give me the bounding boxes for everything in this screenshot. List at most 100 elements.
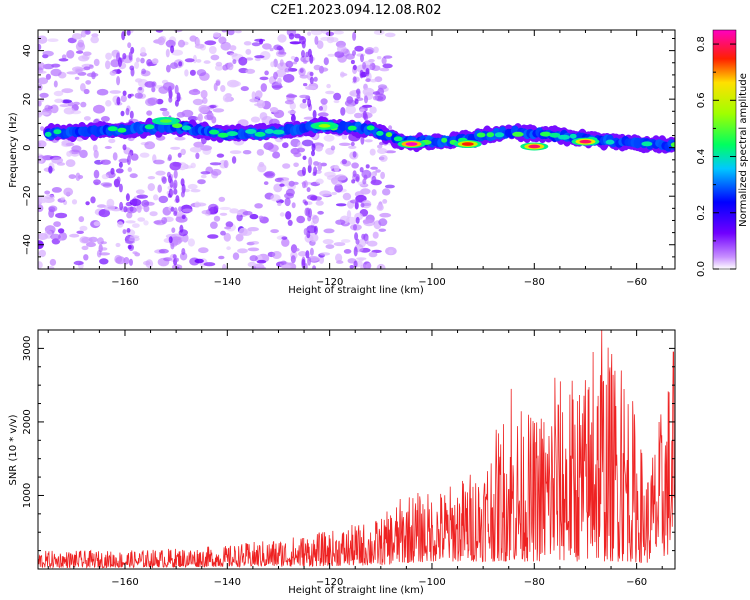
heatmap-noise-blob — [355, 176, 360, 182]
colorbar-tick-label: 0.2 — [696, 205, 707, 221]
heatmap-noise-blob — [189, 146, 202, 153]
heatmap-noise-blob — [47, 266, 55, 269]
heatmap-noise-blob — [83, 254, 89, 261]
snr-x-axis-label: Height of straight line (km) — [288, 585, 424, 596]
heatmap-noise-blob — [308, 156, 313, 167]
heatmap-noise-blob — [260, 83, 267, 92]
heatmap-noise-blob — [238, 227, 248, 236]
heatmap-noise-blob — [161, 217, 168, 224]
heatmap-noise-blob — [177, 39, 186, 48]
heatmap-noise-blob — [377, 144, 383, 149]
heatmap-noise-blob — [143, 220, 149, 226]
heatmap-noise-blob — [245, 48, 252, 55]
heatmap-noise-blob — [129, 206, 134, 212]
heatmap-noise-blob — [158, 195, 169, 204]
heatmap-noise-blob — [362, 178, 367, 185]
heatmap-noise-blob — [136, 194, 149, 199]
heatmap-noise-blob — [379, 154, 388, 162]
heatmap-noise-blob — [234, 30, 242, 34]
heatmap-noise-blob — [359, 258, 364, 262]
heatmap-noise-blob — [250, 241, 260, 245]
heatmap-noise-blob — [180, 190, 185, 198]
heatmap-noise-blob — [134, 252, 141, 257]
heatmap-noise-blob — [100, 182, 113, 187]
heatmap-noise-blob — [55, 212, 68, 219]
heatmap-noise-blob — [155, 30, 164, 33]
heatmap-noise-blob — [301, 139, 314, 147]
heatmap-noise-blob — [45, 194, 55, 200]
heatmap-noise-blob — [39, 92, 49, 98]
heatmap-noise-blob — [60, 196, 66, 201]
y-tick-label: 40 — [22, 44, 33, 57]
heatmap-noise-blob — [180, 149, 185, 155]
heatmap-noise-blob — [269, 107, 279, 113]
heatmap-noise-blob — [132, 223, 140, 229]
heatmap-noise-blob — [237, 248, 248, 254]
heatmap-peak — [405, 142, 418, 146]
heatmap-noise-blob — [264, 70, 269, 76]
heatmap-noise-blob — [168, 96, 173, 103]
heatmap-noise-blob — [277, 202, 282, 207]
heatmap-noise-blob — [176, 92, 181, 102]
heatmap-noise-blob — [227, 30, 235, 36]
heatmap-noise-blob — [275, 69, 287, 78]
heatmap-ridge-cell — [393, 136, 403, 142]
heatmap-noise-blob — [81, 236, 93, 244]
heatmap-noise-blob — [306, 187, 311, 193]
heatmap-noise-blob — [320, 36, 331, 41]
heatmap-noise-blob — [198, 247, 209, 254]
heatmap-noise-blob — [327, 53, 336, 57]
heatmap-noise-blob — [90, 196, 96, 204]
heatmap-noise-blob — [220, 230, 226, 236]
heatmap-ridge-cell — [53, 129, 62, 135]
heatmap-noise-blob — [259, 38, 264, 45]
heatmap-noise-blob — [354, 98, 359, 105]
heatmap-noise-blob — [129, 198, 142, 206]
x-tick-label: −60 — [626, 577, 647, 588]
heatmap-noise-blob — [159, 107, 168, 112]
heatmap-noise-blob — [259, 76, 269, 81]
heatmap-ridge-cell — [117, 127, 127, 133]
heatmap-noise-blob — [200, 171, 211, 175]
heatmap-noise-blob — [289, 41, 301, 45]
heatmap-noise-blob — [254, 55, 265, 59]
heatmap-noise-blob — [302, 166, 306, 176]
heatmap-noise-blob — [380, 171, 385, 180]
heatmap-ridge-cell — [558, 134, 570, 140]
heatmap-noise-blob — [120, 95, 127, 103]
heatmap-noise-blob — [319, 67, 329, 72]
heatmap-noise-blob — [170, 206, 175, 212]
heatmap-noise-blob — [342, 192, 352, 201]
heatmap-noise-blob — [373, 30, 385, 35]
heatmap-noise-blob — [144, 81, 156, 88]
heatmap-noise-blob — [279, 59, 284, 67]
heatmap-noise-blob — [178, 61, 183, 67]
heatmap-noise-blob — [93, 169, 100, 179]
colorbar-tick-label: 0.8 — [696, 36, 707, 52]
heatmap-noise-blob — [200, 89, 208, 99]
heatmap-noise-blob — [129, 258, 133, 266]
heatmap-noise-blob — [284, 100, 295, 105]
heatmap-noise-blob — [125, 193, 130, 202]
heatmap-peak — [318, 124, 331, 128]
heatmap-noise-blob — [122, 229, 127, 235]
heatmap-noise-blob — [232, 59, 237, 65]
heatmap-noise-blob — [134, 92, 143, 99]
heatmap-frame — [37, 29, 676, 270]
heatmap-noise-blob — [351, 162, 359, 169]
heatmap-noise-blob — [66, 50, 75, 59]
heatmap-ridge-cell — [181, 125, 191, 131]
heatmap-noise-blob — [335, 219, 346, 225]
heatmap-noise-blob — [352, 76, 357, 83]
heatmap-noise-blob — [213, 215, 221, 222]
heatmap-noise-blob — [256, 259, 267, 264]
heatmap-noise-blob — [38, 261, 43, 269]
heatmap-noise-blob — [50, 233, 61, 240]
heatmap-noise-blob — [122, 144, 127, 151]
heatmap-noise-blob — [74, 76, 80, 80]
heatmap-noise-blob — [382, 63, 393, 69]
heatmap-noise-blob — [38, 110, 43, 118]
heatmap-noise-blob — [232, 252, 240, 260]
x-tick-label: −160 — [111, 277, 138, 288]
heatmap-noise-blob — [105, 52, 112, 60]
